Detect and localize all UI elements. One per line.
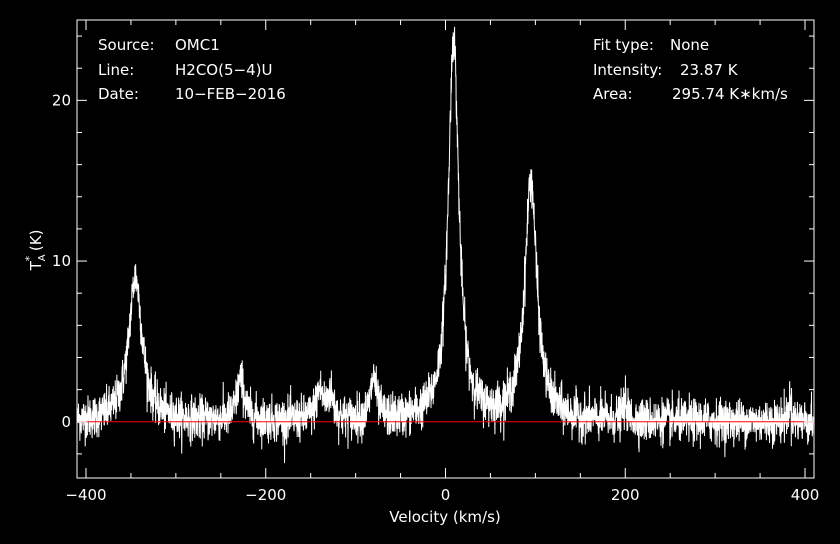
y-axis-label-main: T <box>27 260 45 271</box>
y-tick-label: 0 <box>61 413 71 431</box>
y-tick-label: 20 <box>52 91 71 109</box>
date-label: Date: <box>98 85 139 103</box>
y-axis-label-sup: * <box>23 255 36 261</box>
axis-ticks <box>77 20 814 478</box>
fit-type-value: None <box>670 36 709 54</box>
line-label: Line: <box>98 61 134 79</box>
fit-type-label: Fit type: <box>593 36 654 54</box>
area-label: Area: <box>593 85 633 103</box>
x-tick-label: −200 <box>245 486 286 504</box>
x-axis-label: Velocity (km/s) <box>389 508 500 526</box>
axis-tick-labels: −400 −200 0 200 400 0 10 20 <box>52 91 819 504</box>
y-axis-label: TA* (K) <box>23 230 48 272</box>
area-value: 295.74 K∗km/s <box>672 85 788 103</box>
y-tick-label: 10 <box>52 252 71 270</box>
x-tick-label: 400 <box>791 486 820 504</box>
y-axis-label-sub: A <box>37 254 48 261</box>
source-value: OMC1 <box>175 36 220 54</box>
date-value: 10−FEB−2016 <box>175 85 286 103</box>
spectrum-layer <box>77 26 814 464</box>
svg-text:TA* (K): TA* (K) <box>23 230 48 272</box>
y-axis-label-unit: (K) <box>27 230 45 252</box>
source-label: Source: <box>98 36 155 54</box>
intensity-label: Intensity: <box>593 61 662 79</box>
x-tick-label: −400 <box>65 486 106 504</box>
x-tick-label: 200 <box>611 486 640 504</box>
line-value: H2CO(5−4)U <box>175 61 272 79</box>
x-tick-label: 0 <box>441 486 451 504</box>
spectrum-line <box>77 26 814 464</box>
intensity-value: 23.87 K <box>680 61 739 79</box>
